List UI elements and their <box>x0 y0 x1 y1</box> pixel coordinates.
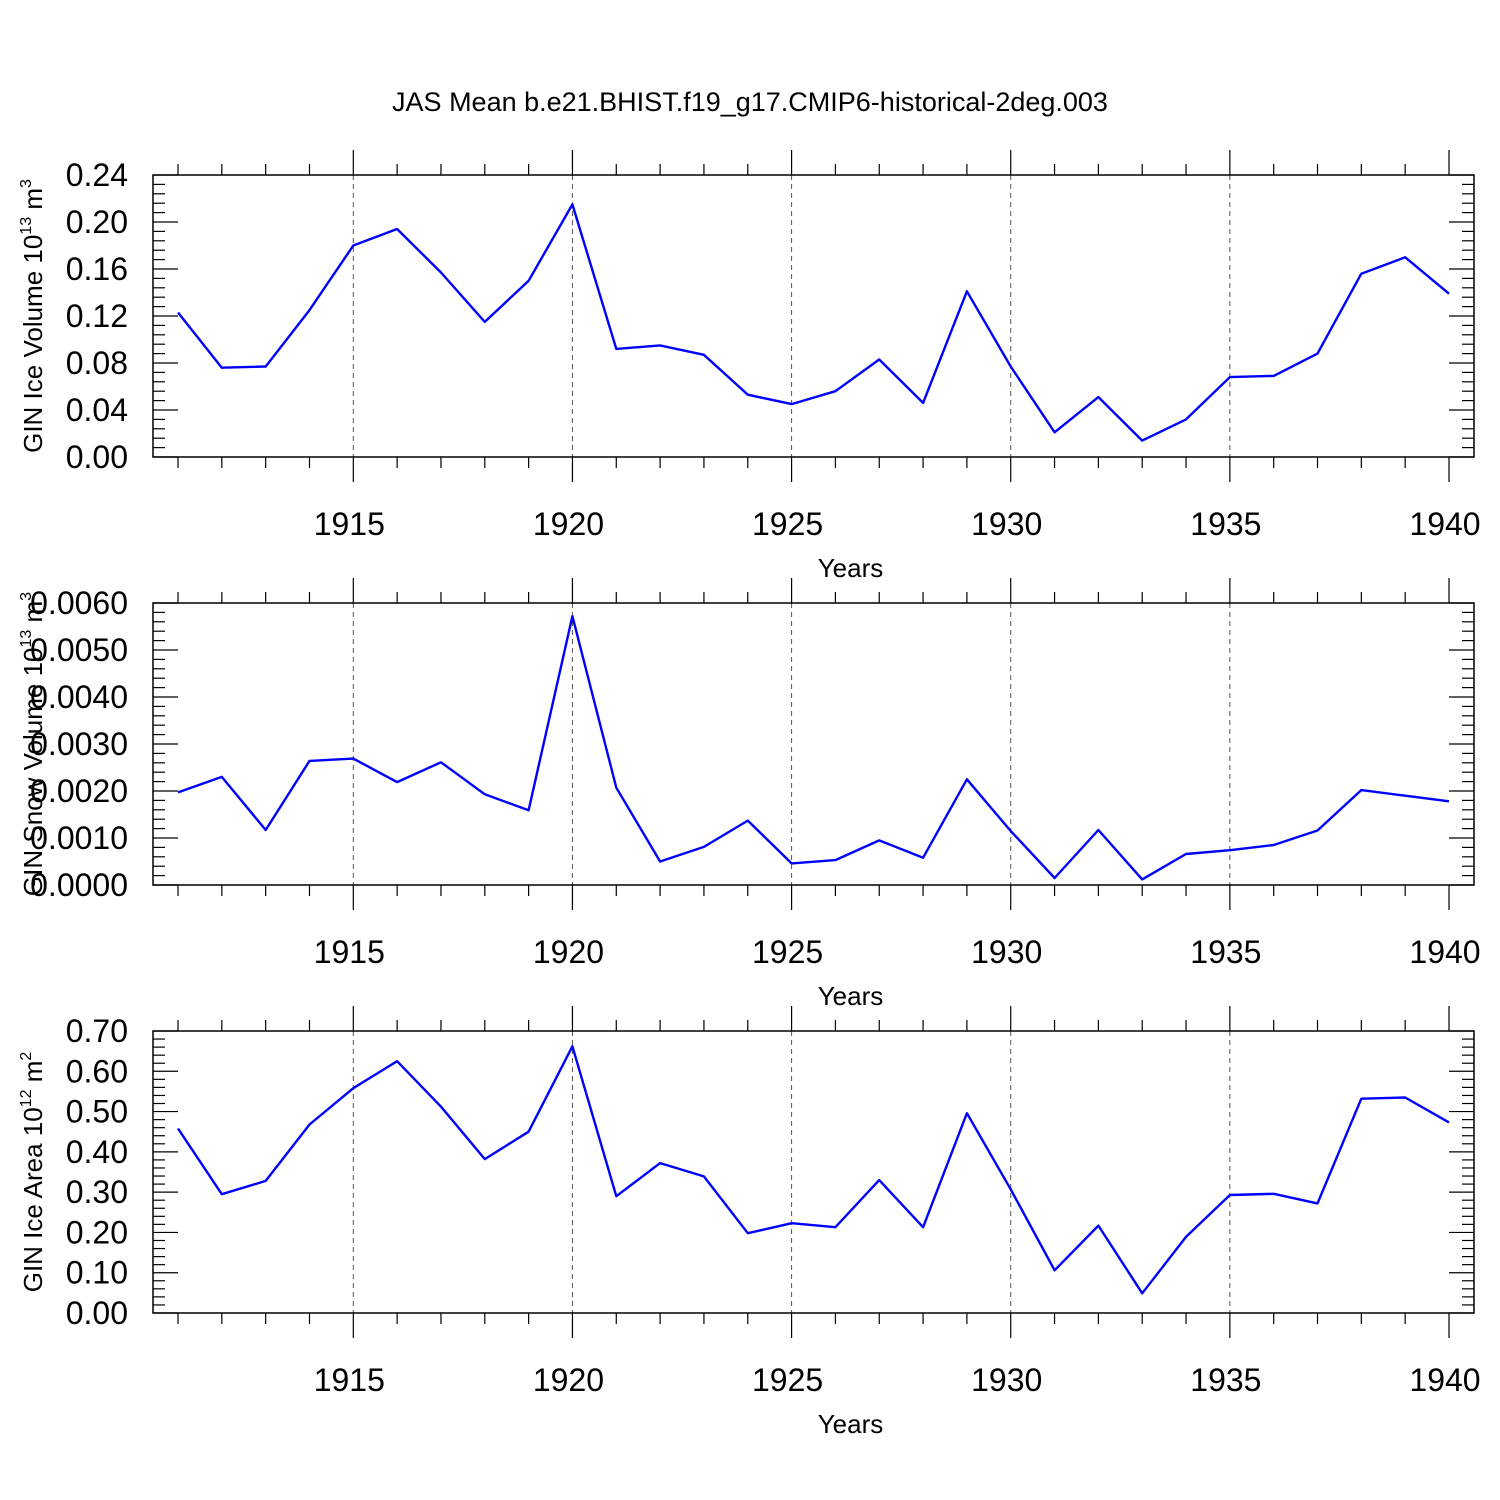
x-tick-labels: 1915 1920 1925 1930 1935 1940 <box>314 1362 1481 1398</box>
plot-frame <box>152 602 1475 886</box>
y-tick-label: 0.50 <box>66 1094 128 1130</box>
ice-volume-line <box>177 203 1450 442</box>
tick-marks <box>153 1006 1474 1338</box>
y-tick-label: 0.0060 <box>30 585 128 621</box>
snow-volume-panel: 0.0000 0.0010 0.0020 0.0030 0.0040 0.0050 0.00… <box>18 578 1481 1011</box>
x-tick-label: 1925 <box>752 1362 823 1398</box>
x-tick-label: 1915 <box>314 934 385 970</box>
y-tick-label: 0.00 <box>66 439 128 475</box>
y-tick-label: 0.30 <box>66 1174 128 1210</box>
x-tick-label: 1930 <box>971 1362 1042 1398</box>
ice-area-panel: 0.00 0.10 0.20 0.30 0.40 0.50 0.60 0.70 1915 192… <box>18 1006 1481 1439</box>
x-tick-label: 1925 <box>752 506 823 542</box>
x-tick-label: 1935 <box>1190 1362 1261 1398</box>
plot-frame <box>152 174 1475 458</box>
y-axis-title: GIN Ice Area 1012 m2 <box>18 1052 48 1293</box>
x-axis-title: Years <box>818 981 884 1011</box>
x-tick-label: 1940 <box>1409 506 1480 542</box>
y-tick-label: 0.40 <box>66 1134 128 1170</box>
x-tick-label: 1915 <box>314 506 385 542</box>
y-tick-label: 0.0010 <box>30 820 128 856</box>
y-tick-label: 0.0030 <box>30 726 128 762</box>
y-tick-label: 0.08 <box>66 345 128 381</box>
tick-marks <box>153 150 1474 482</box>
tick-marks <box>153 578 1474 910</box>
y-tick-label: 0.20 <box>66 1214 128 1250</box>
y-tick-label: 0.0020 <box>30 773 128 809</box>
grid-lines <box>352 175 1231 457</box>
x-tick-label: 1915 <box>314 1362 385 1398</box>
y-axis-title: GIN Snow Volume 1013 m3 <box>18 592 48 896</box>
y-tick-labels: 0.00 0.10 0.20 0.30 0.40 0.50 0.60 0.70 <box>66 1013 128 1331</box>
y-tick-label: 0.0050 <box>30 632 128 668</box>
ice-volume-panel: 0.00 0.04 0.08 0.12 0.16 0.20 0.24 1915 1920 192… <box>18 150 1481 583</box>
y-tick-label: 0.20 <box>66 204 128 240</box>
x-tick-label: 1925 <box>752 934 823 970</box>
x-axis-title: Years <box>818 553 884 583</box>
x-tick-labels: 1915 1920 1925 1930 1935 1940 <box>314 506 1481 542</box>
ice-area-line <box>177 1045 1450 1295</box>
x-tick-label: 1920 <box>533 934 604 970</box>
x-axis-title: Years <box>818 1409 884 1439</box>
y-tick-label: 0.16 <box>66 251 128 287</box>
y-tick-label: 0.12 <box>66 298 128 334</box>
plot-frame <box>152 1030 1475 1314</box>
y-tick-labels: 0.00 0.04 0.08 0.12 0.16 0.20 0.24 <box>66 157 128 475</box>
y-tick-label: 0.04 <box>66 392 128 428</box>
figure-title: JAS Mean b.e21.BHIST.f19_g17.CMIP6-histo… <box>392 87 1108 117</box>
snow-volume-line <box>177 615 1450 881</box>
x-tick-label: 1935 <box>1190 934 1261 970</box>
y-tick-label: 0.70 <box>66 1013 128 1049</box>
y-tick-label: 0.60 <box>66 1053 128 1089</box>
y-axis-title: GIN Ice Volume 1013 m3 <box>18 179 48 453</box>
x-tick-label: 1930 <box>971 934 1042 970</box>
x-tick-label: 1930 <box>971 506 1042 542</box>
x-tick-label: 1920 <box>533 1362 604 1398</box>
x-tick-labels: 1915 1920 1925 1930 1935 1940 <box>314 934 1481 970</box>
y-tick-label: 0.24 <box>66 157 128 193</box>
y-tick-label: 0.0040 <box>30 679 128 715</box>
y-tick-labels: 0.0000 0.0010 0.0020 0.0030 0.0040 0.0050 0.00… <box>30 585 128 903</box>
x-tick-label: 1940 <box>1409 1362 1480 1398</box>
x-tick-label: 1940 <box>1409 934 1480 970</box>
x-tick-label: 1935 <box>1190 506 1261 542</box>
y-tick-label: 0.00 <box>66 1295 128 1331</box>
x-tick-label: 1920 <box>533 506 604 542</box>
y-tick-label: 0.10 <box>66 1255 128 1291</box>
y-tick-label: 0.0000 <box>30 867 128 903</box>
grid-lines <box>352 603 1231 885</box>
grid-lines <box>352 1031 1231 1313</box>
